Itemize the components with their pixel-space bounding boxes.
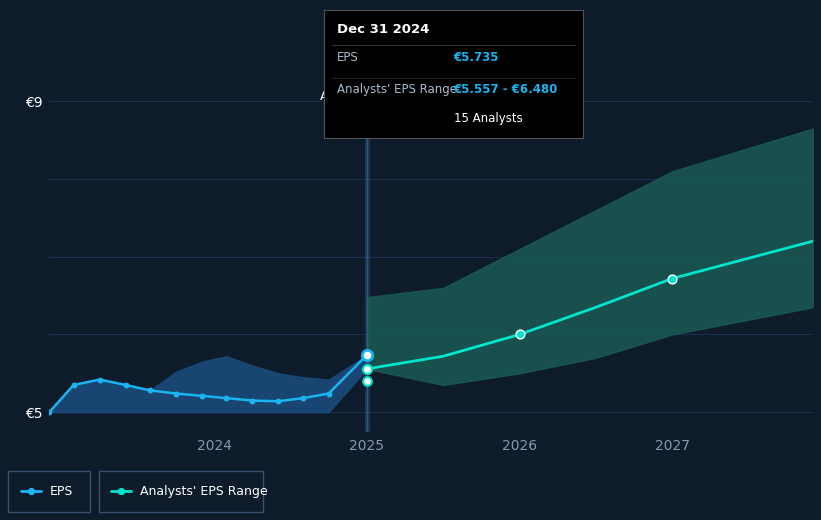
Text: Dec 31 2024: Dec 31 2024 bbox=[337, 23, 429, 36]
Point bbox=[67, 381, 80, 389]
Point bbox=[360, 365, 374, 373]
Point bbox=[144, 386, 157, 395]
Point bbox=[272, 397, 285, 406]
FancyBboxPatch shape bbox=[99, 471, 263, 512]
Point bbox=[169, 389, 182, 398]
Text: Actual: Actual bbox=[320, 89, 360, 102]
Point bbox=[360, 351, 374, 359]
Text: Analysts' EPS Range: Analysts' EPS Range bbox=[140, 485, 267, 498]
Point bbox=[93, 375, 106, 384]
Point bbox=[119, 381, 132, 389]
Point bbox=[25, 487, 38, 496]
Text: EPS: EPS bbox=[337, 51, 359, 64]
Point bbox=[360, 377, 374, 385]
Text: Analysts' EPS Range: Analysts' EPS Range bbox=[337, 83, 457, 96]
Point bbox=[360, 365, 374, 373]
Point bbox=[513, 330, 526, 339]
FancyBboxPatch shape bbox=[8, 471, 90, 512]
Bar bbox=[365, 78, 369, 432]
Text: 15 Analysts: 15 Analysts bbox=[454, 112, 522, 125]
Text: €5.735: €5.735 bbox=[454, 51, 499, 64]
Point bbox=[245, 396, 259, 405]
Point bbox=[322, 389, 335, 398]
Point bbox=[220, 394, 233, 402]
Point bbox=[360, 351, 374, 359]
Text: EPS: EPS bbox=[49, 485, 72, 498]
Point bbox=[114, 487, 128, 496]
Text: Analysts Forecasts: Analysts Forecasts bbox=[374, 89, 491, 102]
Point bbox=[296, 394, 310, 402]
Point bbox=[666, 275, 679, 283]
Point bbox=[43, 408, 56, 417]
Text: €5.557 - €6.480: €5.557 - €6.480 bbox=[454, 83, 558, 96]
Point bbox=[195, 392, 209, 400]
